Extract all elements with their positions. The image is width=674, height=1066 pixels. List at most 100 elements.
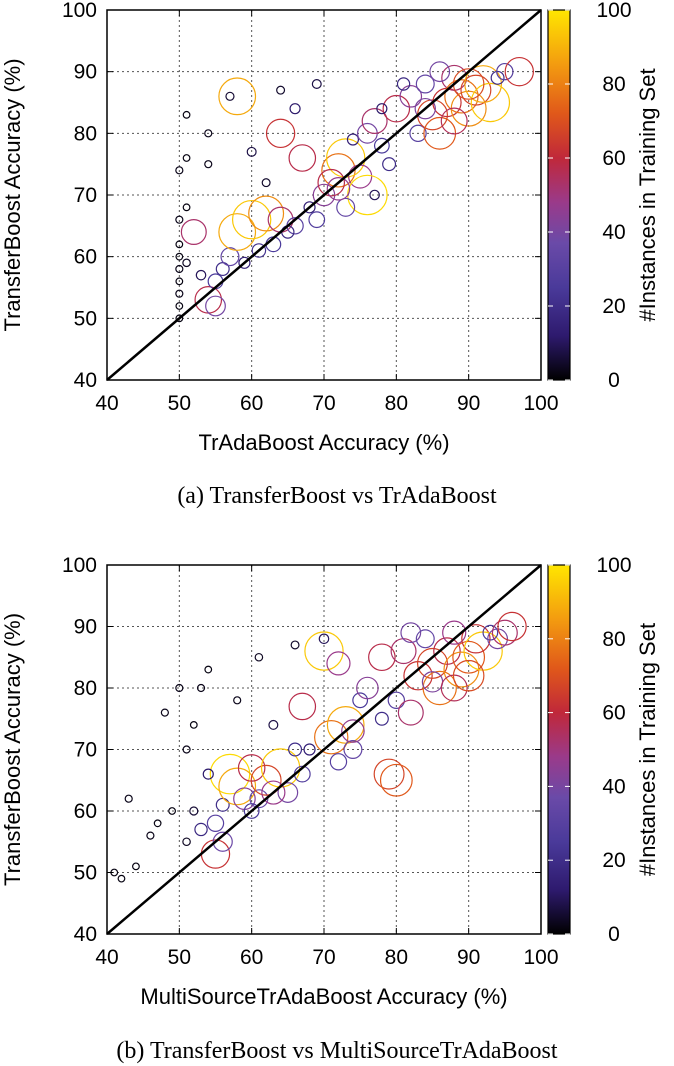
panel-b-caption: (b) TransferBoost vs MultiSourceTrAdaBoo… — [116, 1038, 557, 1064]
scatter-point — [373, 758, 405, 790]
scatter-point — [233, 787, 256, 810]
y-tick-label: 70 — [74, 739, 97, 762]
scatter-point — [452, 640, 486, 674]
x-tick-label: 60 — [240, 946, 263, 969]
scatter-point — [132, 862, 140, 871]
scatter-point — [326, 138, 366, 178]
x-tick-label: 60 — [240, 392, 263, 415]
x-tick-label: 80 — [385, 946, 408, 969]
y-tick-label: 70 — [74, 184, 97, 207]
x-tick-label: 90 — [457, 946, 480, 969]
scatter-point — [490, 70, 505, 85]
scatter-point — [361, 107, 388, 134]
panel-a-caption: (a) TransferBoost vs TrAdaBoost — [177, 483, 497, 509]
scatter-point — [422, 670, 457, 706]
colorbar-tick-label: 0 — [608, 923, 620, 946]
scatter-point — [289, 103, 301, 115]
scatter-point — [146, 831, 155, 840]
scatter-point — [218, 77, 257, 116]
scatter-point — [182, 154, 191, 162]
scatter-point — [202, 768, 214, 780]
x-tick-label: 70 — [312, 946, 335, 969]
scatter-point — [326, 706, 365, 744]
scatter-point — [189, 806, 199, 816]
scatter-point — [261, 780, 286, 805]
x-tick-label: 40 — [95, 946, 118, 969]
y-tick-label: 40 — [74, 923, 97, 946]
panel-b-diagonal-line — [106, 564, 542, 935]
panel-b-x-axis-label: MultiSourceTrAdaBoost Accuracy (%) — [140, 984, 507, 1009]
scatter-point — [369, 189, 380, 201]
panel-a-y-axis-label: TransferBoost Accuracy (%) — [0, 58, 25, 331]
scatter-point — [311, 78, 322, 89]
scatter-point — [175, 264, 184, 274]
panel-a-colorbar: 0 20 40 60 80 100 — [547, 0, 632, 392]
x-tick-label: 50 — [168, 392, 191, 415]
x-tick-label: 100 — [523, 946, 558, 969]
panel-a-y-ticks: 40 50 60 70 80 90 100 — [62, 0, 541, 392]
scatter-point — [491, 619, 518, 646]
scatter-point — [195, 269, 207, 281]
scatter-point — [160, 708, 169, 717]
scatter-point — [182, 203, 191, 212]
scatter-point — [251, 243, 267, 258]
y-tick-label: 90 — [74, 61, 97, 84]
scatter-point — [175, 215, 184, 224]
scatter-point — [276, 85, 286, 95]
x-tick-label: 50 — [168, 946, 191, 969]
x-tick-label: 80 — [385, 392, 408, 415]
x-tick-label: 100 — [523, 392, 558, 415]
scatter-point — [124, 794, 133, 803]
panel-a-x-axis-label: TrAdaBoost Accuracy (%) — [198, 430, 449, 455]
scatter-point — [318, 633, 330, 645]
y-tick-label: 40 — [74, 369, 97, 392]
panel-b-colorbar-label: #Instances in Training Set — [635, 623, 660, 876]
x-tick-label: 40 — [95, 392, 118, 415]
colorbar-tick-label: 100 — [596, 554, 631, 577]
scatter-point — [417, 647, 449, 679]
scatter-point — [204, 160, 213, 169]
scatter-point — [288, 742, 303, 757]
scatter-point — [442, 620, 467, 645]
scatter-point — [368, 643, 396, 672]
scatter-point — [336, 197, 356, 217]
scatter-point — [461, 624, 491, 654]
scatter-point — [397, 699, 424, 726]
panel-b-x-ticks: 40 50 60 70 80 90 100 — [95, 565, 559, 969]
scatter-point — [433, 637, 461, 665]
scatter-point — [200, 839, 231, 869]
scatter-point — [288, 692, 317, 721]
y-tick-label: 80 — [74, 122, 97, 145]
scatter-point — [440, 107, 468, 135]
panel-b-scatter-plot: 40 50 60 70 80 90 100 40 50 60 70 80 90 100 MultiSou… — [0, 554, 660, 1064]
scatter-point — [182, 258, 191, 268]
scatter-point — [246, 146, 257, 157]
y-tick-label: 100 — [62, 554, 97, 577]
scatter-point — [409, 124, 427, 143]
colorbar-tick-label: 20 — [602, 849, 625, 872]
colorbar-tick-label: 40 — [602, 775, 625, 798]
scatter-point — [387, 691, 406, 710]
panel-b-y-ticks: 40 50 60 70 80 90 100 — [62, 554, 541, 946]
scatter-point — [443, 651, 480, 688]
y-tick-label: 50 — [74, 862, 97, 885]
scatter-point — [153, 819, 162, 828]
scatter-point — [243, 803, 260, 819]
panel-a-colorbar-label: #Instances in Training Set — [635, 68, 660, 321]
scatter-point — [254, 652, 264, 662]
y-tick-label: 80 — [74, 677, 97, 700]
scatter-point — [317, 168, 346, 197]
scatter-point — [182, 745, 191, 754]
scatter-point — [204, 665, 213, 674]
scatter-point — [225, 91, 235, 101]
panel-a-scatter-plot: 40 50 60 70 80 90 100 40 50 60 70 80 90 100 TrAdaBoo… — [0, 0, 660, 509]
colorbar-tick-label: 80 — [602, 73, 625, 96]
scatter-point — [482, 624, 499, 641]
scatter-point — [470, 82, 511, 123]
scatter-point — [303, 201, 316, 214]
scatter-point — [326, 651, 351, 676]
scatter-point — [233, 696, 242, 705]
scatter-point — [204, 129, 213, 138]
scatter-point — [290, 640, 300, 650]
